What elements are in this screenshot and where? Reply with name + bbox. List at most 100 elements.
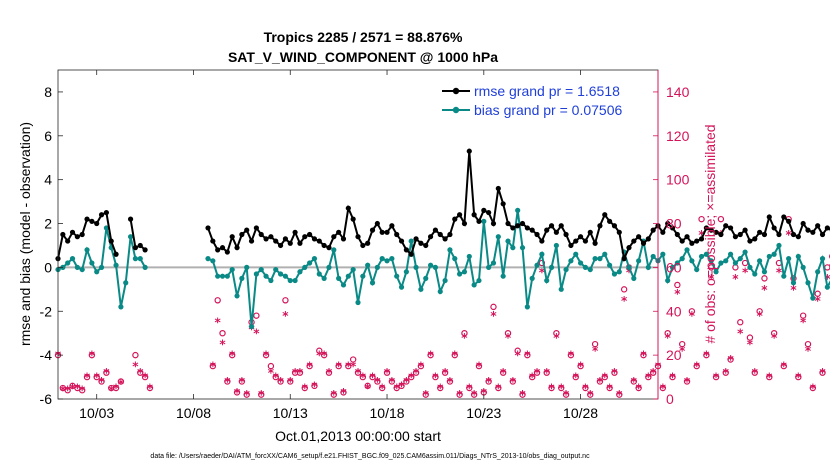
rmse-point xyxy=(340,236,347,242)
y2-tick-label: 100 xyxy=(666,172,690,188)
obs-possible-marker xyxy=(224,378,231,385)
obs-possible-marker xyxy=(354,369,362,376)
bias-point xyxy=(336,275,342,281)
obs-assimilated-marker: * xyxy=(689,309,696,323)
rmse-point xyxy=(810,229,816,235)
bias-point xyxy=(795,253,801,260)
bias-point xyxy=(287,277,293,284)
obs-assimilated-marker: * xyxy=(548,382,555,396)
obs-possible-marker xyxy=(461,330,468,337)
obs-assimilated-marker: * xyxy=(500,366,507,380)
x-tick-label: 10/03 xyxy=(79,405,114,421)
bias-point xyxy=(316,271,322,277)
obs-assimilated-marker: * xyxy=(147,382,154,396)
obs-assimilated-marker: * xyxy=(142,371,149,385)
x-tick-label: 10/18 xyxy=(370,405,405,421)
rmse-point xyxy=(142,247,148,253)
x-tick-label: 10/08 xyxy=(176,405,211,421)
obs-assimilated-marker: * xyxy=(505,331,512,345)
obs-possible-marker xyxy=(306,362,313,370)
obs-possible-marker xyxy=(335,362,342,370)
bias-point xyxy=(505,238,511,244)
obs-possible-marker xyxy=(558,384,565,392)
obs-assimilated-marker: * xyxy=(631,375,638,389)
bias-point xyxy=(515,207,521,213)
bias-point xyxy=(210,258,216,264)
obs-possible-marker xyxy=(640,351,647,359)
obs-possible-marker xyxy=(93,373,100,381)
rmse-point xyxy=(98,212,105,218)
obs-assimilated-marker: * xyxy=(563,388,570,402)
obs-possible-marker xyxy=(770,330,778,337)
rmse-point xyxy=(379,229,385,235)
obs-possible-marker xyxy=(645,373,652,381)
obs-possible-marker xyxy=(814,290,821,297)
bias-point xyxy=(616,269,622,275)
bias-point xyxy=(631,275,637,281)
obs-assimilated-marker: * xyxy=(389,375,396,389)
obs-assimilated-marker: * xyxy=(708,272,715,286)
rmse-point xyxy=(607,218,613,224)
rmse-point xyxy=(476,218,482,224)
obs-possible-marker xyxy=(243,391,250,398)
bias-point xyxy=(219,273,226,279)
bias-point xyxy=(597,256,603,262)
bias-point xyxy=(452,256,458,262)
obs-possible-marker xyxy=(374,378,381,385)
obs-assimilated-marker: * xyxy=(592,344,599,358)
obs-assimilated-marker: * xyxy=(781,360,788,374)
obs-assimilated-marker: * xyxy=(60,384,67,398)
y2-tick-label: 20 xyxy=(666,347,682,363)
obs-assimilated-marker: * xyxy=(437,382,444,396)
obs-assimilated-marker: * xyxy=(321,349,328,363)
bias-point xyxy=(708,258,714,264)
rmse-point xyxy=(519,220,526,227)
obs-assimilated-marker: * xyxy=(456,388,463,402)
bias-point xyxy=(815,269,821,275)
obs-assimilated-marker: * xyxy=(573,371,580,385)
obs-assimilated-marker: * xyxy=(413,366,420,380)
obs-possible-marker xyxy=(582,384,589,392)
bias-point xyxy=(365,262,371,268)
rmse-point xyxy=(423,242,429,249)
bias-point xyxy=(737,256,743,262)
y-axis-left: -6 -4 -2 0 2 4 6 8 xyxy=(40,84,63,407)
y-tick-label: -4 xyxy=(40,347,53,363)
y-tick-label: 4 xyxy=(44,172,52,188)
obs-possible-marker xyxy=(703,351,710,359)
y-axis-label: rmse and bias (model - observation) xyxy=(17,122,33,346)
obs-assimilated-marker: * xyxy=(616,388,623,402)
obs-possible-marker xyxy=(519,391,526,398)
rmse-line xyxy=(129,218,146,251)
obs-assimilated-marker: * xyxy=(640,349,647,363)
obs-assimilated-marker: * xyxy=(273,371,280,385)
bias-point xyxy=(626,264,632,270)
bias-series xyxy=(55,207,830,330)
rmse-point xyxy=(548,223,555,229)
bias-point xyxy=(674,260,680,266)
rmse-point xyxy=(452,216,458,222)
obs-possible-marker xyxy=(228,351,236,359)
obs-assimilated-marker: * xyxy=(650,366,657,380)
y2-tick-label: 120 xyxy=(666,128,690,144)
bias-point xyxy=(118,304,124,310)
rmse-point xyxy=(650,227,656,233)
rmse-point xyxy=(737,231,743,238)
obs-assimilated-marker: * xyxy=(340,386,347,400)
bias-point xyxy=(360,273,366,279)
obs-possible-marker xyxy=(596,378,604,385)
obs-possible-marker xyxy=(383,369,391,376)
obs-possible-marker xyxy=(756,308,763,315)
obs-assimilated-marker: * xyxy=(89,349,96,363)
bias-point xyxy=(394,273,400,279)
obs-assimilated-marker: * xyxy=(331,388,338,402)
bias-point xyxy=(486,264,492,270)
bias-point xyxy=(65,260,71,266)
rmse-point xyxy=(757,229,763,235)
obs-assimilated-marker: * xyxy=(355,366,362,380)
obs-assimilated-marker: * xyxy=(577,360,584,374)
obs-assimilated-marker: * xyxy=(534,366,541,380)
rmse-point xyxy=(229,234,235,240)
bias-point xyxy=(297,269,303,275)
bias-point xyxy=(98,264,105,270)
